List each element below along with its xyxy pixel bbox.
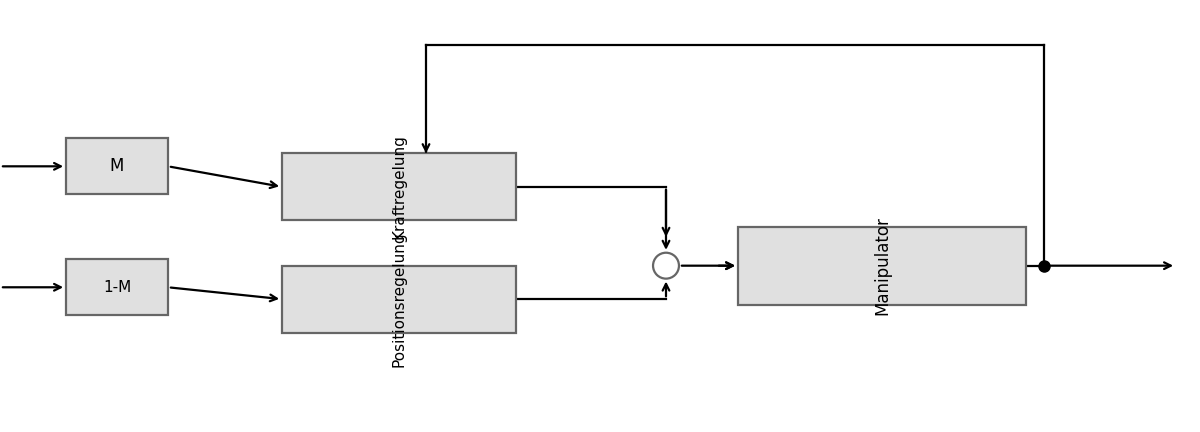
Bar [282,153,516,220]
Circle shape [653,253,679,279]
Text: Kraftregelung: Kraftregelung [391,134,407,239]
Bar [66,138,168,194]
Text: M: M [110,157,124,175]
Bar [282,266,516,333]
Bar [66,259,168,315]
Text: Manipulator: Manipulator [874,216,892,315]
Text: Positionsregelung: Positionsregelung [391,232,407,367]
Text: 1-M: 1-M [103,280,131,295]
Bar [738,227,1026,305]
